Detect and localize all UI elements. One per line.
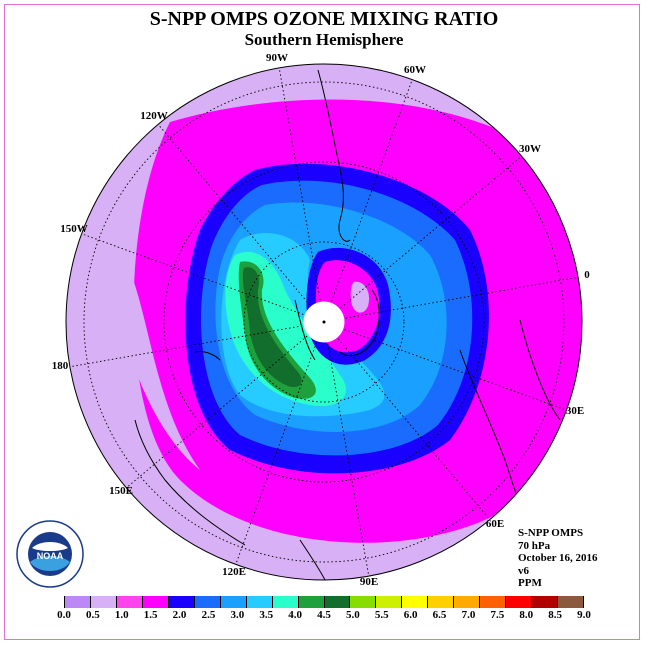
legend-swatch [349,596,376,608]
map-boundary [65,63,583,581]
legend-labels: 0.0 0.5 1.0 1.5 2.0 2.5 3.0 3.5 4.0 4.5 5.0 5.5 6.0 6… [0,609,648,623]
longitude-label: 150W [60,223,88,235]
map-subtitle: Southern Hemisphere [244,30,404,49]
legend-tick-label: 6.5 [432,609,447,621]
legend-swatch [167,596,194,608]
units-label: PPM [518,577,542,589]
legend-swatch [141,596,168,608]
legend-tick-label: 1.5 [143,609,158,621]
map-title: S-NPP OMPS OZONE MIXING RATIO [149,8,499,30]
legend-tick-label: 7.5 [490,609,505,621]
legend-swatch [193,596,220,608]
legend-swatch [375,596,402,608]
meridian-line [344,329,567,411]
legend-swatch [64,596,90,608]
date-label: October 16, 2016 [518,552,598,564]
figure-frame [4,4,640,640]
logo-text: NOAA [37,551,64,561]
legend-tick-label: 0.5 [86,609,100,621]
pressure-label: 70 hPa [518,539,551,552]
legend-swatch [323,596,350,608]
noaa-logo: NOAA [16,520,84,588]
legend-tick-label: 1.0 [114,609,129,621]
graticule [83,81,565,563]
legend-tick-label: 5.0 [346,609,360,621]
legend-swatch [297,596,324,608]
legend-swatch [479,596,506,608]
pole-light-patch [350,281,370,313]
legend-tick-label: 5.5 [374,609,389,621]
longitude-labels: 90W 60W 30W 0 30E 60E 90E 120E 150E 180 150W 120W [52,52,591,588]
longitude-label: 180 [52,360,69,372]
legend-tick-label: 6.0 [403,609,418,621]
info-block: S-NPP OMPS 70 hPa October 16, 2016 v6 PP… [518,527,598,590]
legend-swatch [557,596,585,608]
longitude-label: 90W [266,52,288,64]
meridian-line [327,343,370,577]
legend-tick-label: 4.5 [317,609,331,621]
legend-tick-label: 9.0 [577,609,591,621]
instrument-label: S-NPP OMPS [518,527,584,539]
legend-swatch [115,596,142,608]
meridian-line [235,342,317,565]
meridian-line [278,67,321,301]
light-patch [118,250,200,470]
meridian-line [337,338,491,520]
legend-tick-label: 2.0 [172,609,187,621]
legend-swatch [401,596,428,608]
meridian-line [331,79,413,302]
meridian-line [345,276,579,319]
legend-swatch [427,596,454,608]
legend-tick-label: 0.0 [57,609,71,621]
longitude-label: 30W [519,143,541,155]
legend-tick-label: 7.0 [461,609,476,621]
meridian-line [81,233,304,315]
ozone-field [66,64,582,580]
legend-swatch [505,596,532,608]
legend-swatch [271,596,298,608]
legend-tick-label: 3.0 [230,609,245,621]
legend-tick-label: 8.0 [519,609,534,621]
version-label: v6 [518,564,529,577]
legend-tick-label: 3.5 [259,609,274,621]
meridian-line [157,124,311,306]
meridians [69,67,579,577]
legend-tick-label: 8.5 [548,609,562,621]
core-green [238,261,316,399]
longitude-label: 120W [140,110,168,122]
coastlines [134,69,561,580]
legend-swatch [245,596,272,608]
legend-swatch [531,596,558,608]
longitude-label: 90E [360,576,378,588]
meridian-line [340,155,522,309]
longitude-label: 30E [566,405,584,417]
meridian-line [126,335,308,489]
color-legend [64,596,585,608]
core-dark [242,267,302,388]
legend-tick-label: 2.5 [201,609,216,621]
longitude-label: 0 [584,269,590,281]
longitude-label: 150E [109,485,133,497]
pole-dot [322,320,326,324]
legend-swatch [219,596,246,608]
longitude-label: 60E [486,518,504,530]
longitude-label: 60W [404,64,426,76]
meridian-line [69,325,303,368]
legend-tick-label: 4.0 [288,609,302,621]
longitude-label: 120E [222,566,246,578]
legend-swatch [89,596,116,608]
legend-swatch [453,596,480,608]
